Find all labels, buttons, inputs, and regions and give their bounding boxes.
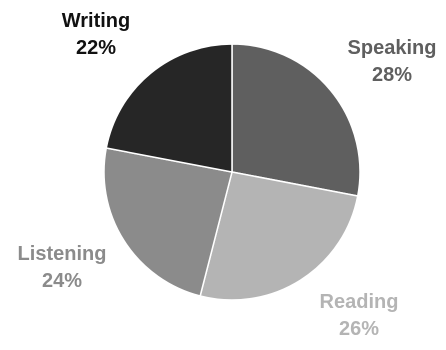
slice-label-listening: Listening: [18, 243, 107, 265]
slice-label-speaking: Speaking: [348, 37, 437, 59]
slice-value-speaking: 28%: [372, 64, 412, 86]
slice-value-listening: 24%: [42, 270, 82, 292]
pie-slice-writing: [105, 43, 233, 173]
pie-slice-listening: [103, 147, 233, 297]
slice-value-writing: 22%: [76, 37, 116, 59]
slice-label-reading: Reading: [320, 291, 399, 313]
slice-value-reading: 26%: [339, 318, 379, 340]
pie-labels: Speaking 28% Reading 26% Listening 24% Writing…: [18, 10, 437, 340]
pie-slice-speaking: [231, 43, 361, 197]
pie-slice-reading: [199, 171, 359, 301]
pie-slices: [103, 43, 361, 301]
slice-label-writing: Writing: [62, 10, 131, 32]
